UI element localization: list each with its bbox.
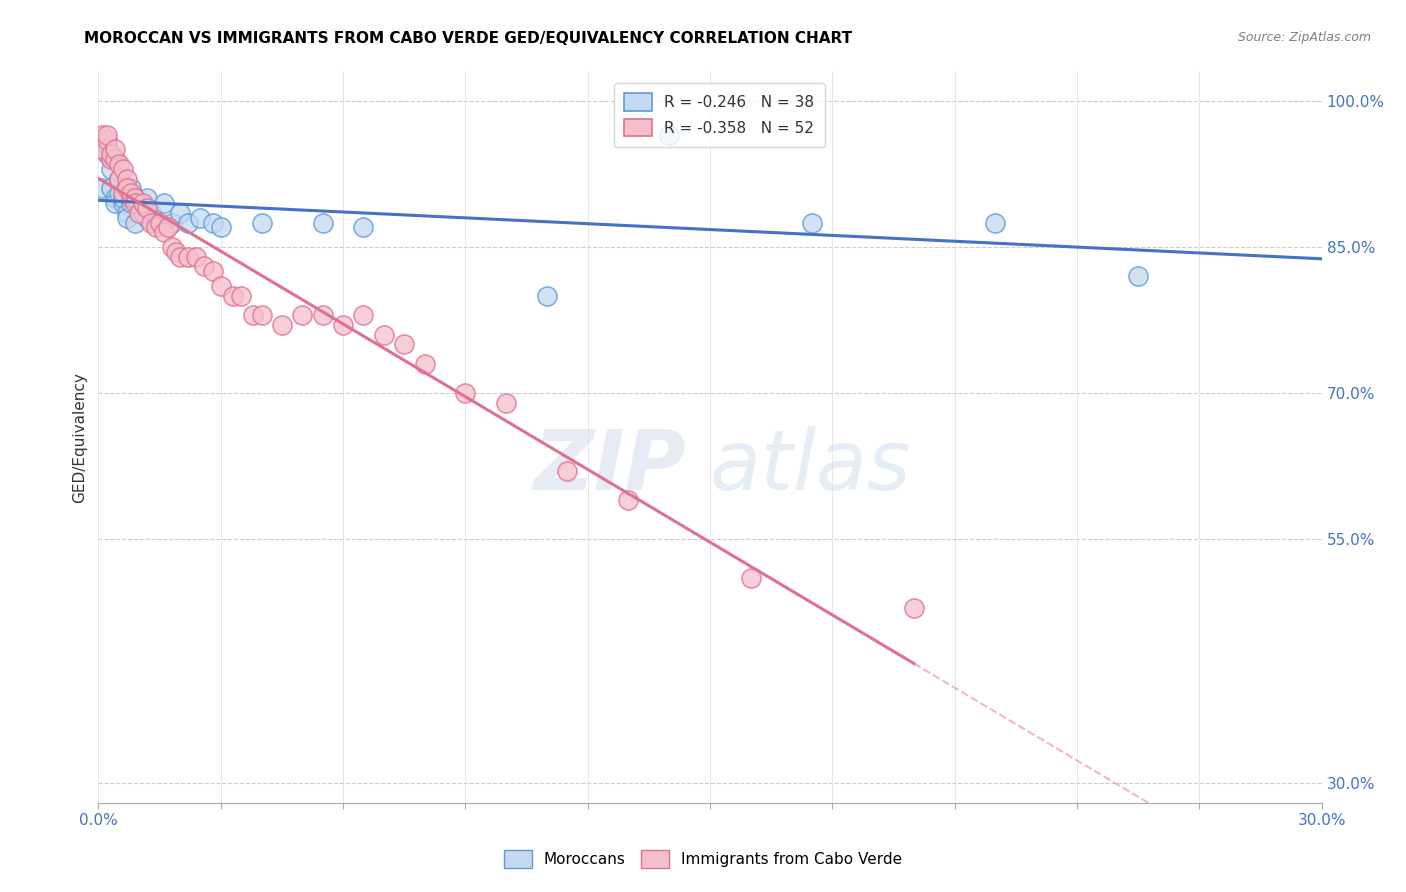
Point (454, 386, 477, 401)
Point (165, 244, 187, 259)
Point (111, 161, 134, 176)
Point (115, 211, 138, 225)
Point (128, 206, 150, 220)
Text: ZIP: ZIP (533, 425, 686, 507)
Point (124, 191, 146, 205)
Point (111, 191, 134, 205)
Point (141, 215, 163, 229)
Point (100, 161, 122, 176)
Point (169, 250, 191, 264)
Point (145, 215, 167, 229)
Point (132, 196, 155, 211)
Point (108, 171, 131, 186)
Point (128, 196, 150, 211)
Point (312, 215, 335, 229)
Text: MOROCCAN VS IMMIGRANTS FROM CABO VERDE GED/EQUIVALENCY CORRELATION CHART: MOROCCAN VS IMMIGRANTS FROM CABO VERDE G… (84, 31, 852, 46)
Point (903, 600, 925, 615)
Point (104, 142, 127, 156)
Point (108, 157, 131, 171)
Point (332, 318, 354, 332)
Point (108, 171, 131, 186)
Point (270, 318, 294, 332)
Point (108, 186, 131, 201)
Point (536, 288, 558, 302)
Point (160, 240, 183, 254)
Point (96, 128, 118, 142)
Point (124, 196, 146, 211)
Point (104, 196, 127, 211)
Point (152, 196, 174, 211)
Point (160, 215, 183, 229)
Point (136, 191, 159, 205)
Point (291, 308, 314, 322)
Point (91, 142, 114, 156)
Legend: Moroccans, Immigrants from Cabo Verde: Moroccans, Immigrants from Cabo Verde (496, 843, 910, 875)
Point (104, 191, 127, 205)
Point (222, 288, 245, 302)
Point (186, 250, 208, 264)
Point (177, 215, 200, 229)
Point (801, 215, 824, 229)
Text: Source: ZipAtlas.com: Source: ZipAtlas.com (1237, 31, 1371, 45)
Point (120, 181, 142, 195)
Point (115, 171, 138, 186)
Point (115, 181, 138, 195)
Point (96, 137, 118, 152)
Point (209, 220, 232, 235)
Point (136, 201, 159, 215)
Point (984, 215, 1007, 229)
Point (104, 152, 127, 166)
Point (250, 215, 273, 229)
Point (413, 357, 436, 371)
Point (617, 493, 640, 508)
Point (177, 250, 200, 264)
Point (124, 215, 146, 229)
Point (169, 206, 191, 220)
Point (100, 181, 122, 195)
Point (132, 206, 155, 220)
Point (250, 308, 273, 322)
Point (120, 186, 142, 201)
Point (91, 128, 114, 142)
Point (145, 220, 167, 235)
Point (156, 220, 179, 235)
Point (141, 206, 163, 220)
Point (188, 211, 212, 225)
Point (373, 327, 395, 342)
Y-axis label: GED/Equivalency: GED/Equivalency (72, 372, 87, 502)
Point (111, 196, 134, 211)
Legend: R = -0.246   N = 38, R = -0.358   N = 52: R = -0.246 N = 38, R = -0.358 N = 52 (613, 83, 825, 147)
Point (96, 133, 118, 147)
Point (1128, 269, 1150, 284)
Point (124, 191, 146, 205)
Point (193, 260, 215, 274)
Point (96, 147, 118, 161)
Point (392, 337, 416, 351)
Point (136, 211, 159, 225)
Point (209, 279, 232, 293)
Point (201, 264, 224, 278)
Point (111, 186, 134, 201)
Point (352, 308, 374, 322)
Point (740, 572, 762, 586)
Point (242, 308, 264, 322)
Text: atlas: atlas (710, 425, 911, 507)
Point (91, 181, 114, 195)
Point (149, 215, 172, 229)
Point (658, 128, 681, 142)
Point (495, 396, 517, 410)
Point (120, 191, 142, 205)
Point (100, 147, 122, 161)
Point (352, 220, 374, 235)
Point (100, 152, 122, 166)
Point (115, 206, 138, 220)
Point (152, 225, 174, 239)
Point (557, 464, 579, 478)
Point (120, 196, 142, 211)
Point (312, 308, 335, 322)
Point (201, 215, 224, 229)
Point (231, 288, 253, 302)
